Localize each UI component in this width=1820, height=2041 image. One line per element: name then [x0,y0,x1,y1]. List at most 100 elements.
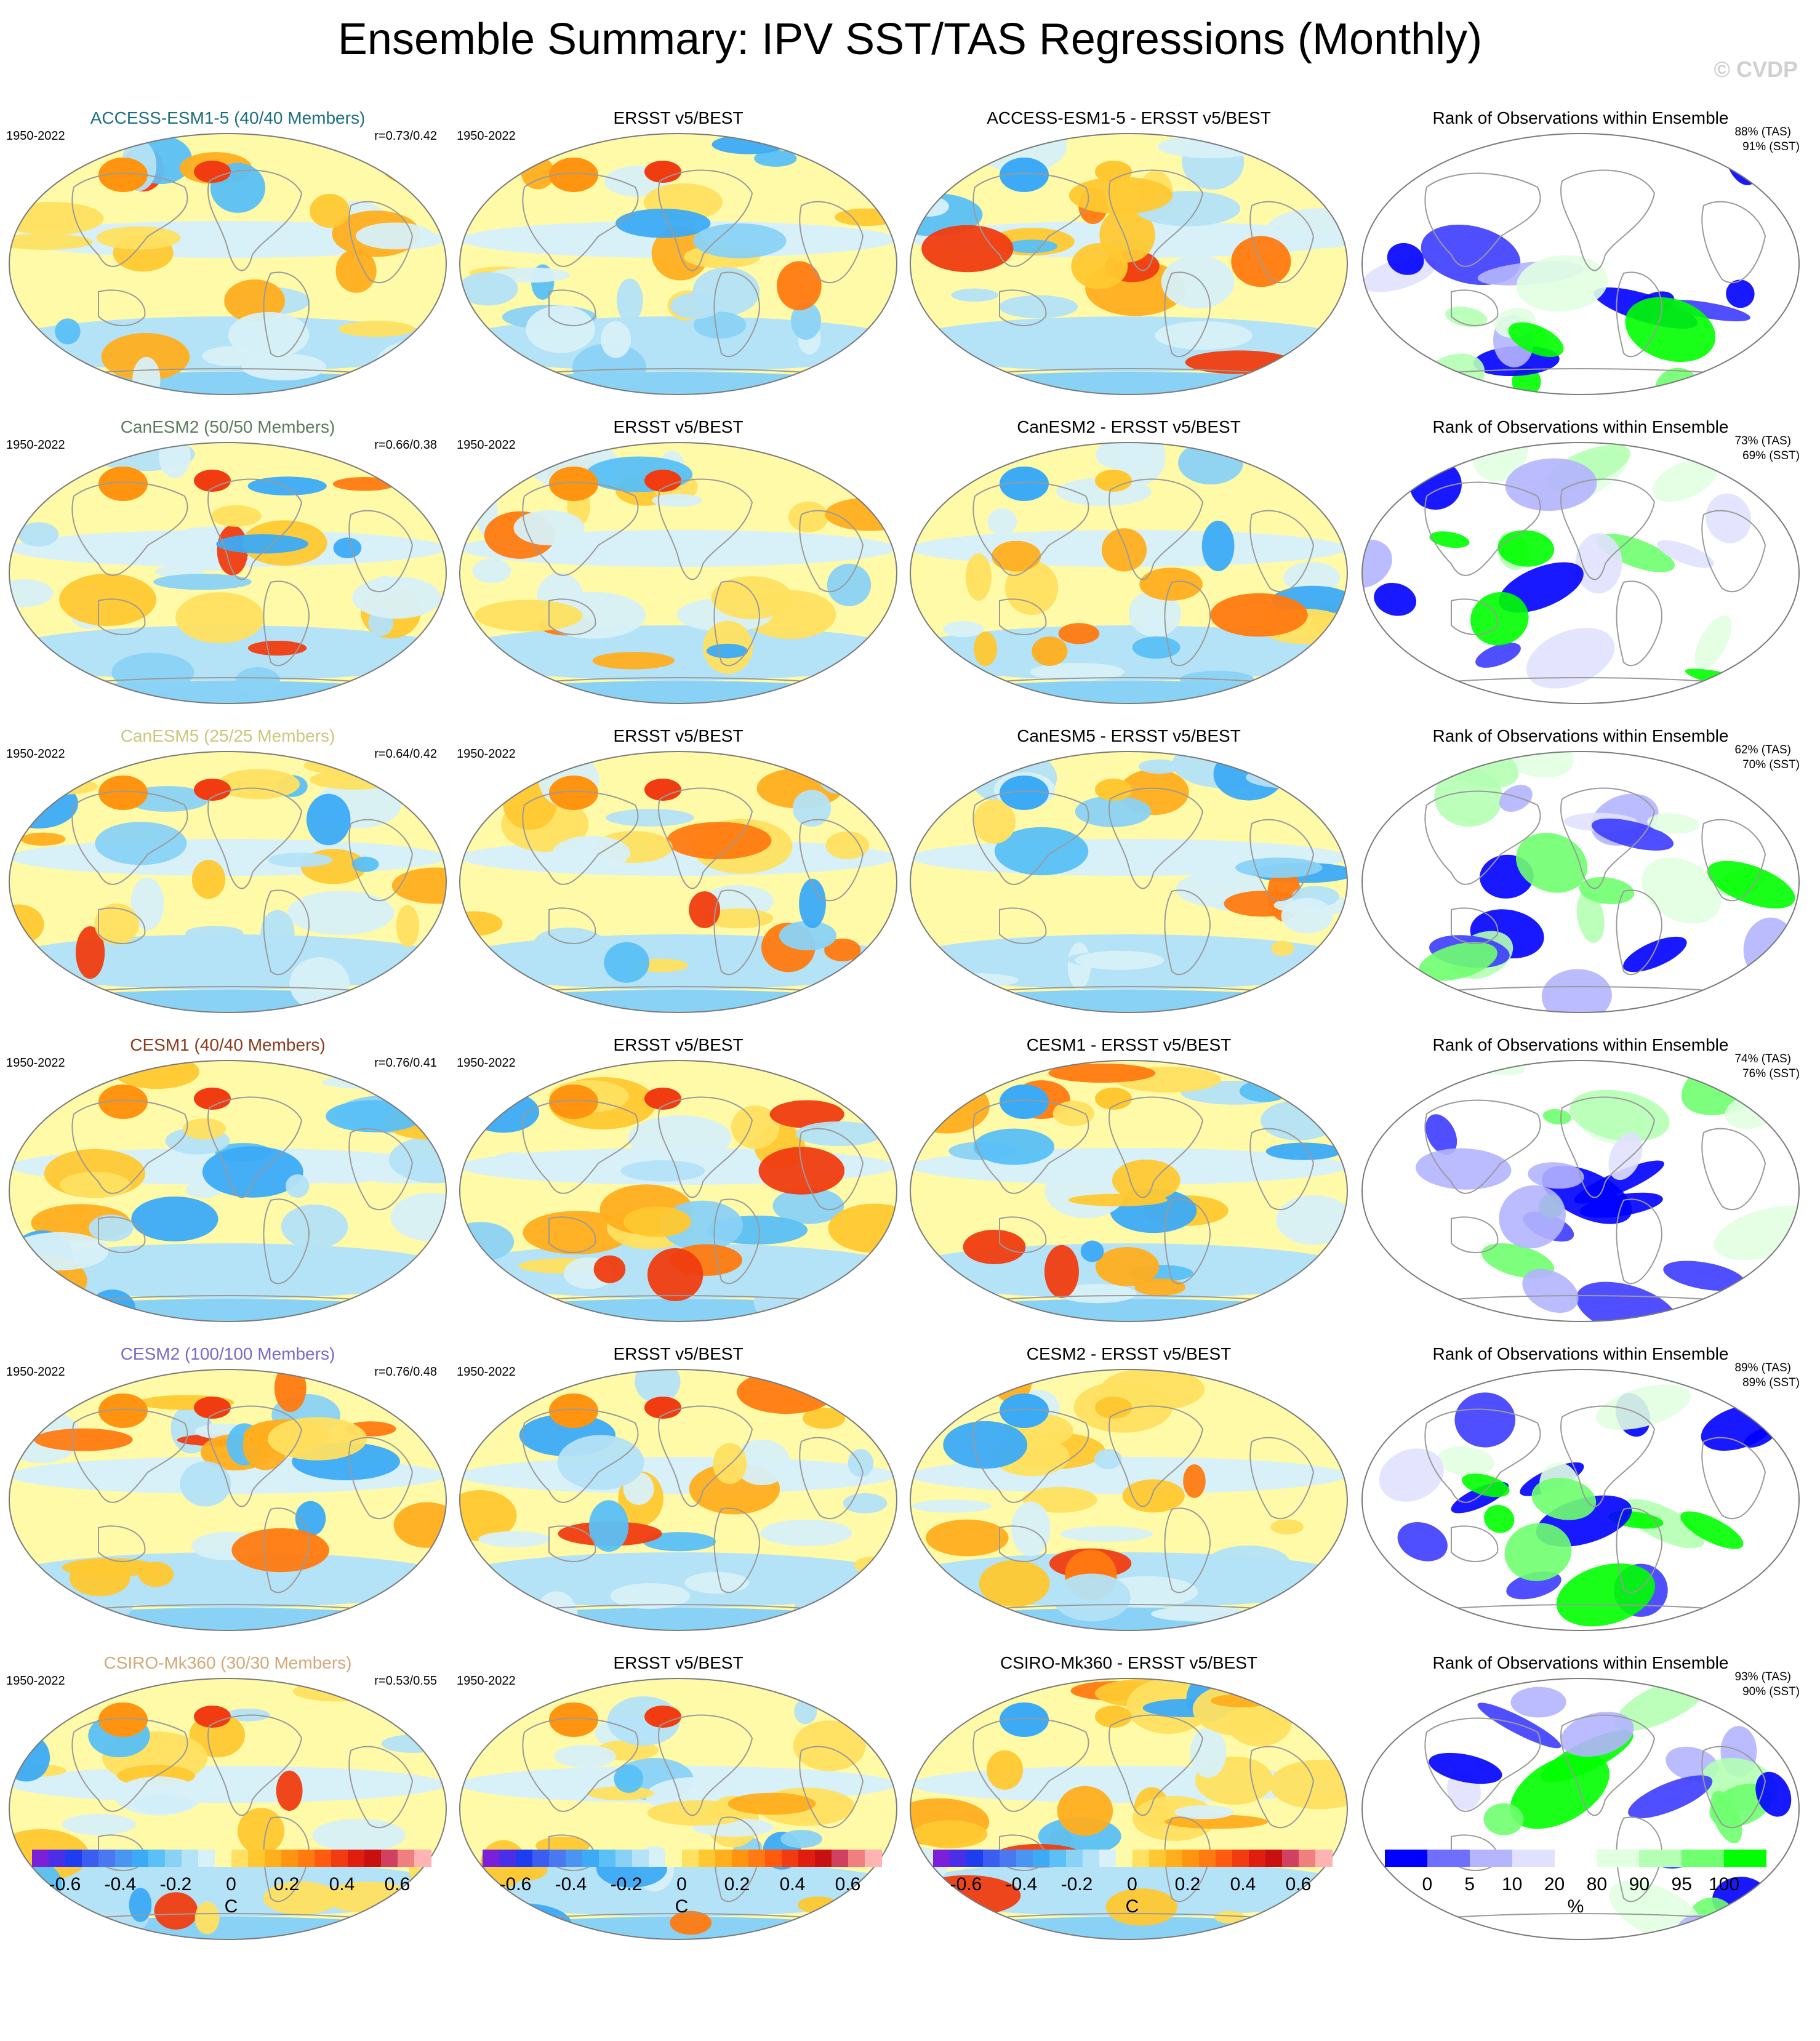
colorbar-swatch [1216,1850,1233,1867]
rank-sst-label: 69% (SST) [1742,449,1800,462]
colorbar-swatch [649,1850,666,1867]
colorbar-unit-label: C [675,1896,689,1917]
colorbar-swatch [699,1850,716,1867]
colorbar-tick-label: -0.2 [159,1874,192,1895]
colorbar-swatch [732,1850,749,1867]
colorbar-swatch [231,1850,249,1867]
obs-title: ERSST v5/BEST [613,417,744,436]
period-label: 1950-2022 [457,747,516,761]
period-label: 1950-2022 [6,1056,65,1070]
diff-map [910,133,1348,395]
rank-map [1361,1369,1800,1631]
diff-title: CESM1 - ERSST v5/BEST [1026,1035,1232,1054]
diff-title: ACCESS-ESM1-5 - ERSST v5/BEST [987,108,1271,127]
diff-panel: CanESM5 - ERSST v5/BEST [907,723,1350,1018]
colorbar-swatch [966,1850,984,1867]
obs-panel: ERSST v5/BEST 1950-2022 [457,1032,900,1327]
colorbar-swatch [815,1850,832,1867]
colorbar-swatch [1099,1850,1116,1867]
colorbar-swatch [298,1850,315,1867]
rank-tas-label: 62% (TAS) [1734,744,1791,756]
colorbar-swatch [516,1850,533,1867]
colorbar-swatch [950,1850,967,1867]
diff-panel: CSIRO-Mk360 - ERSST v5/BEST [907,1650,1350,1945]
page-title: Ensemble Summary: IPV SST/TAS Regression… [337,15,1483,64]
rank-tas-label: 73% (TAS) [1734,435,1791,447]
rank-tas-label: 88% (TAS) [1734,126,1791,138]
colorbar-tick-label: 0.2 [273,1874,300,1895]
rank-title: Rank of Observations within Ensemble [1432,726,1729,745]
model-map [9,1678,447,1940]
rank-sst-label: 76% (SST) [1742,1067,1800,1080]
colorbar-swatch [165,1850,182,1867]
colorbar-tick-label: 100 [1709,1874,1740,1895]
obs-panel: ERSST v5/BEST 1950-2022 [457,414,900,709]
colorbar-swatch [248,1850,265,1867]
obs-title: ERSST v5/BEST [613,726,744,745]
colorbar-swatch [115,1850,132,1867]
colorbar-tick-label: 20 [1544,1874,1565,1895]
colorbar-swatch [1639,1850,1682,1867]
diff-panel: CanESM2 - ERSST v5/BEST [907,414,1350,709]
model-panel: CESM2 (100/100 Members) 1950-2022 r=0.76/0… [6,1341,449,1636]
colorbar-swatch [1132,1850,1150,1867]
colorbar-tick-label: -0.2 [1060,1874,1093,1895]
period-label: 1950-2022 [6,129,65,143]
colorbar-swatch [198,1850,215,1867]
rank-panel: Rank of Observations within Ensemble 73% … [1359,414,1802,709]
colorbar-swatch [1682,1850,1725,1867]
colorbar-unit-label: C [224,1896,238,1917]
colorbar-tick-label: 0 [226,1874,236,1895]
colorbar-swatch [682,1850,699,1867]
colorbar-tick-label: 0.6 [1285,1874,1312,1895]
colorbar-swatch [499,1850,516,1867]
colorbar: 0 5 10 20 80 90 95 100% [1385,1850,1767,1923]
rank-title: Rank of Observations within Ensemble [1432,108,1729,127]
diff-map [910,442,1348,704]
colorbar-swatch [933,1850,950,1867]
period-label: 1950-2022 [457,1365,516,1379]
colorbar-swatch [1149,1850,1166,1867]
rank-panel: Rank of Observations within Ensemble 74% … [1359,1032,1802,1327]
colorbar-swatch [1427,1850,1470,1867]
colorbar-tick-label: 0.4 [779,1874,806,1895]
colorbar-swatch [148,1850,166,1867]
rank-panel: Rank of Observations within Ensemble 88% … [1359,105,1802,400]
diff-map [910,1678,1348,1940]
colorbar-swatch [1066,1850,1083,1867]
colorbar-swatch [1083,1850,1100,1867]
colorbar: -0.6 -0.4 -0.2 0 0.2 0.4 0.6 C [933,1850,1333,1923]
colorbar-swatch [348,1850,365,1867]
obs-title: ERSST v5/BEST [613,108,744,127]
obs-map [459,1678,897,1940]
obs-panel: ERSST v5/BEST 1950-2022 [457,1341,900,1636]
colorbar-tick-label: 0 [676,1874,687,1895]
correlation-label: r=0.73/0.42 [374,129,437,143]
colorbar-swatch [549,1850,566,1867]
colorbar-tick-label: 0.2 [1174,1874,1201,1895]
rank-sst-label: 90% (SST) [1742,1685,1800,1698]
rank-map [1361,751,1800,1013]
diff-panel: CESM2 - ERSST v5/BEST [907,1341,1350,1636]
model-map [9,1369,447,1631]
colorbar-swatch [414,1850,431,1867]
colorbar-tick-label: -0.6 [950,1874,982,1895]
obs-map [459,1060,897,1322]
colorbar-swatch [215,1850,232,1867]
model-panel: CanESM2 (50/50 Members) 1950-2022 r=0.66/0… [6,414,449,709]
period-label: 1950-2022 [457,438,516,452]
colorbar-tick-label: -0.6 [49,1874,81,1895]
colorbar-swatch [566,1850,583,1867]
colorbar-swatch [182,1850,199,1867]
colorbar-swatch [1299,1850,1316,1867]
model-title: CESM2 (100/100 Members) [120,1344,335,1363]
model-title: ACCESS-ESM1-5 (40/40 Members) [90,108,366,127]
model-panel: ACCESS-ESM1-5 (40/40 Members) 1950-2022 r=… [6,105,449,400]
model-map [9,1060,447,1322]
colorbar-swatch [281,1850,299,1867]
colorbar-swatch [1166,1850,1183,1867]
colorbar-tick-label: 0.2 [724,1874,750,1895]
obs-panel: ERSST v5/BEST 1950-2022 [457,105,900,400]
rank-tas-label: 74% (TAS) [1734,1053,1791,1065]
colorbar-swatch [748,1850,766,1867]
